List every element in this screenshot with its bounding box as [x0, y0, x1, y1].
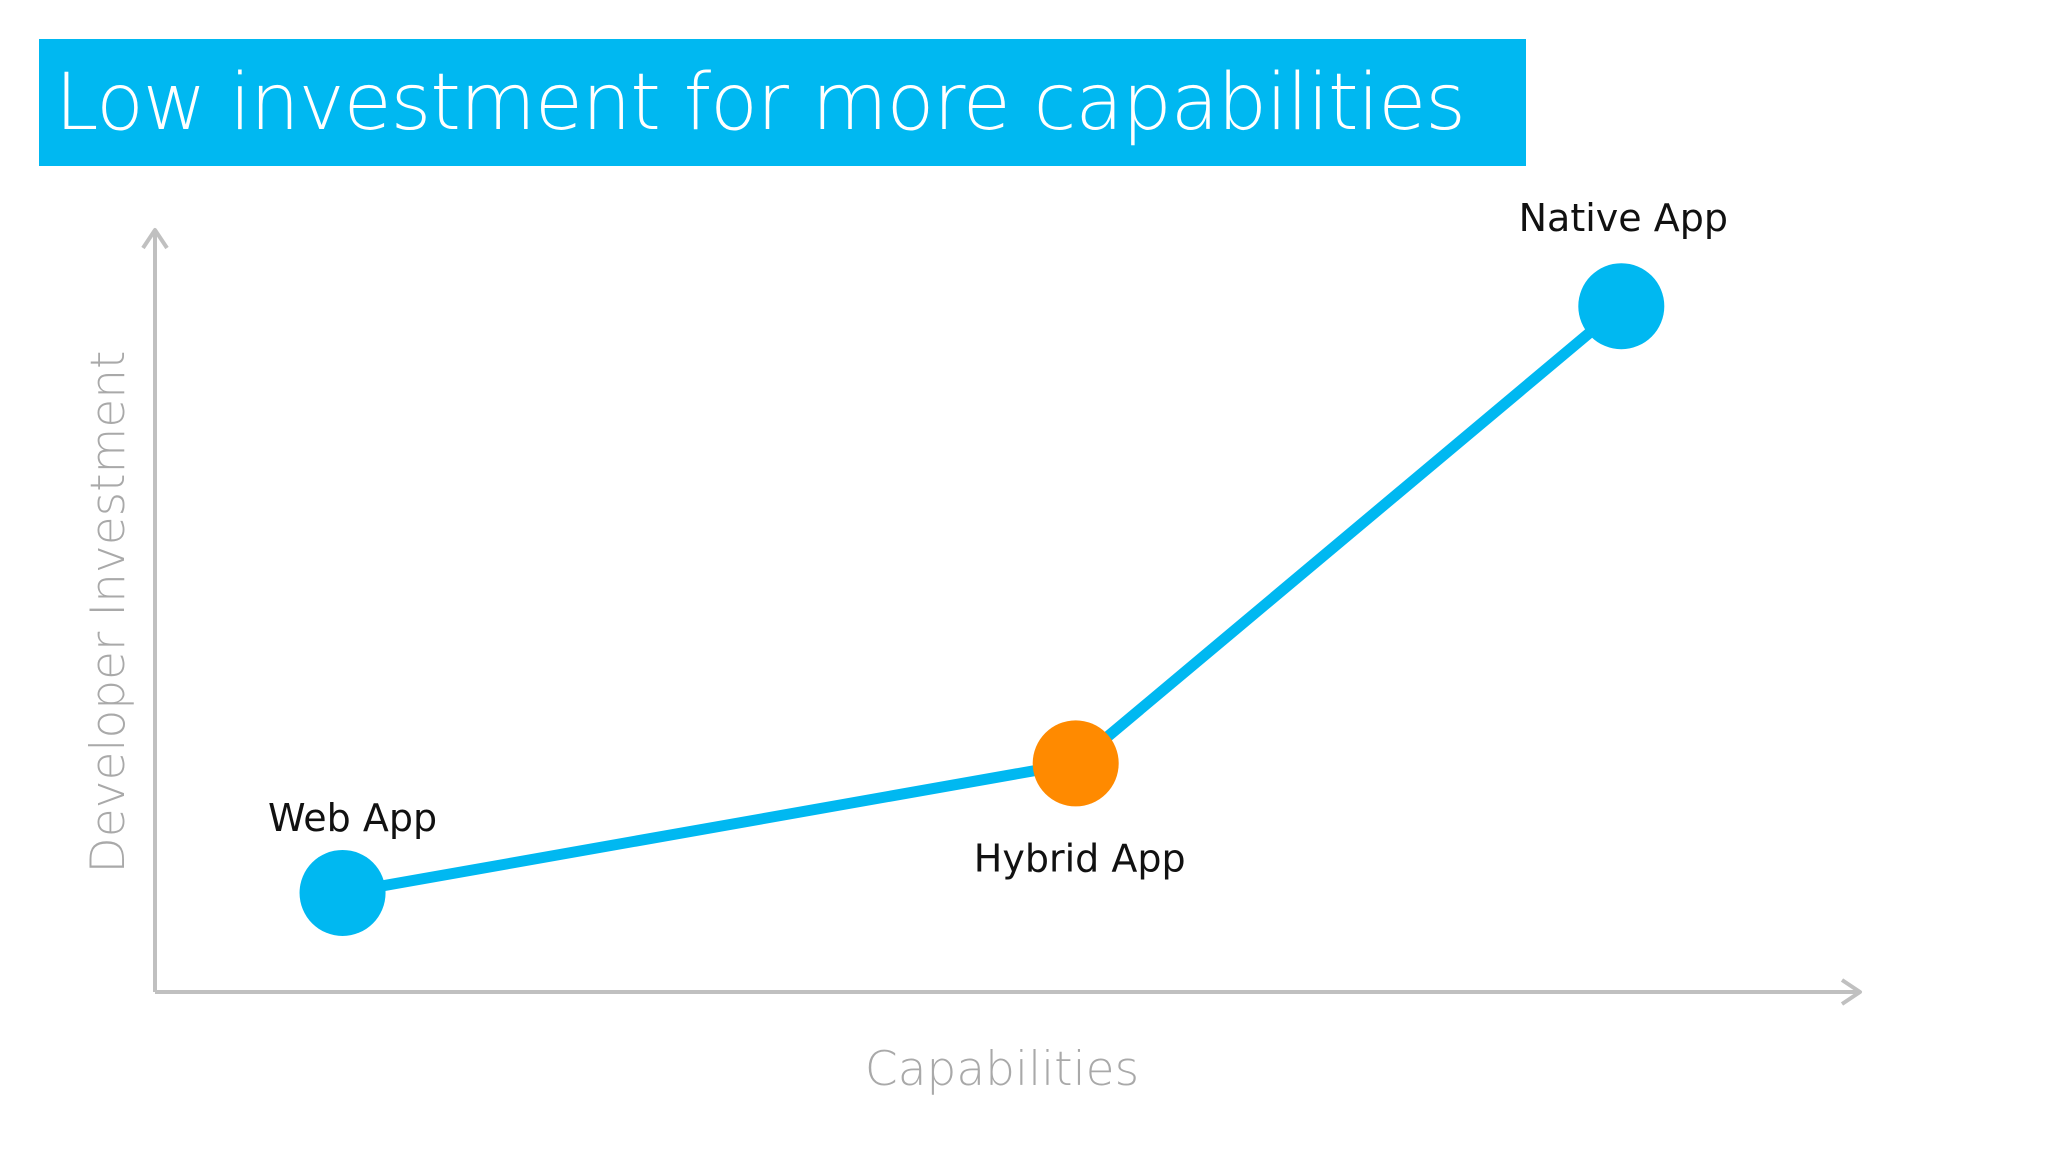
slide-title: Low investment for more capabilities — [55, 57, 1466, 148]
y-axis-arrow-icon — [141, 228, 169, 250]
x-axis-title: Capabilities — [865, 1042, 1139, 1097]
point-native-app — [1578, 263, 1665, 350]
x-axis-arrow-icon — [1840, 978, 1862, 1006]
point-labels: Web App Hybrid App Native App — [268, 196, 1728, 880]
label-hybrid-app: Hybrid App — [974, 836, 1186, 880]
point-hybrid-app — [1032, 720, 1119, 807]
label-native-app: Native App — [1519, 196, 1728, 240]
label-web-app: Web App — [268, 796, 437, 840]
chart-axes — [141, 228, 1862, 1006]
point-web-app — [299, 849, 386, 936]
y-axis-title: Developer Investment — [81, 351, 136, 874]
title-bar: Low investment for more capabilities — [39, 39, 1526, 166]
series-line — [341, 301, 1625, 899]
series-line-group — [341, 301, 1625, 899]
data-points — [299, 263, 1665, 936]
